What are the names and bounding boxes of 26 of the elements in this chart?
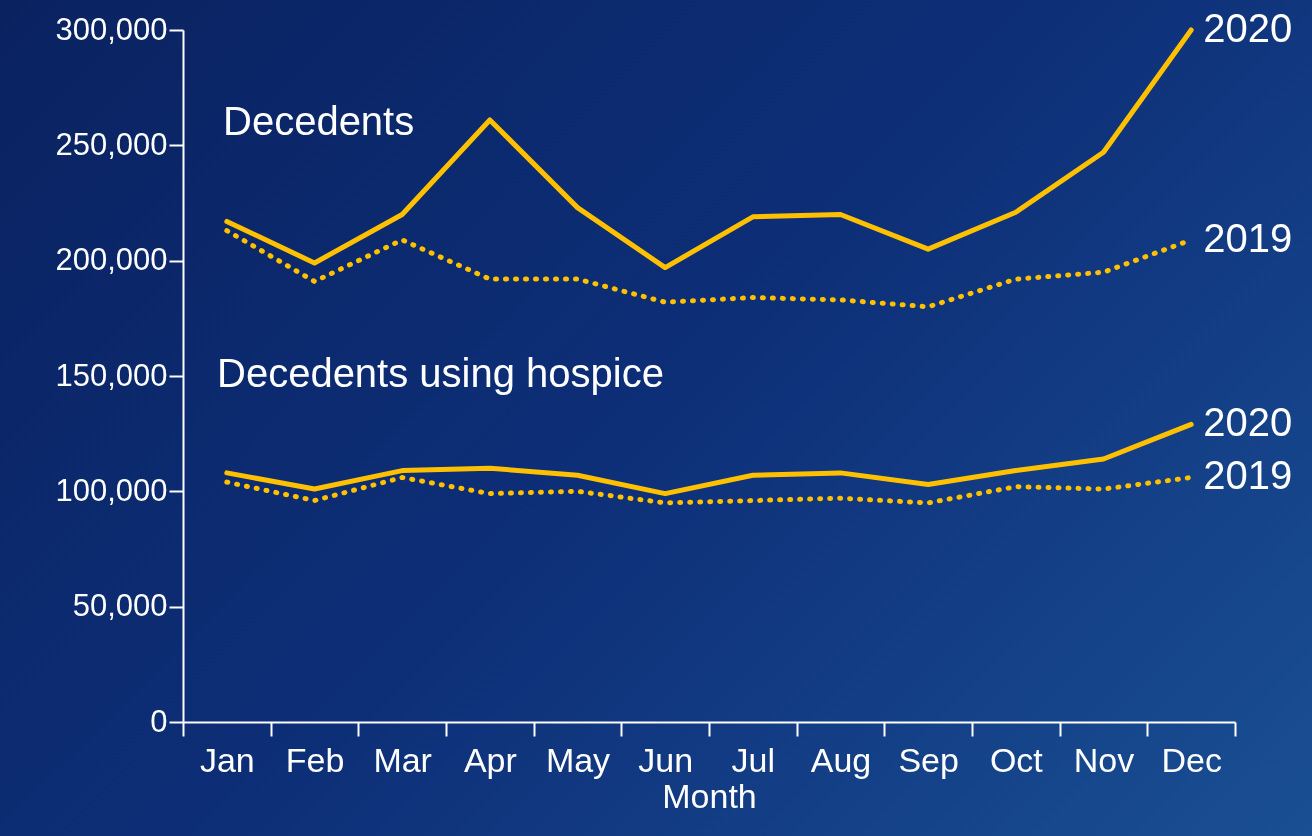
annotation: Decedents [223,99,415,143]
x-tick-label: Apr [463,740,517,779]
annotation: Decedents using hospice [217,351,664,395]
y-tick-label: 200,000 [55,242,168,278]
x-tick-label: Jan [199,740,255,779]
y-tick-label: 300,000 [55,11,168,47]
x-tick-label: Dec [1161,740,1222,779]
series-label: 2019 [1203,215,1293,260]
series-label: 2020 [1203,6,1293,50]
x-tick-label: Oct [989,740,1044,779]
series-label: 2019 [1203,453,1293,498]
y-tick-label: 250,000 [55,126,168,162]
x-tick-label: Feb [285,740,345,779]
x-tick-label: Jul [731,740,776,779]
series-label: 2020 [1203,400,1293,445]
x-tick-label: Jun [638,740,694,779]
x-axis-title: Month [662,776,757,815]
x-tick-label: Aug [810,740,872,779]
y-tick-label: 0 [150,703,168,739]
x-tick-label: May [545,740,611,779]
y-tick-label: 150,000 [55,357,168,393]
x-tick-label: Mar [373,740,432,779]
x-tick-label: Nov [1073,740,1135,779]
y-tick-label: 100,000 [55,472,168,508]
x-tick-label: Sep [898,740,959,779]
y-tick-label: 50,000 [72,588,168,624]
